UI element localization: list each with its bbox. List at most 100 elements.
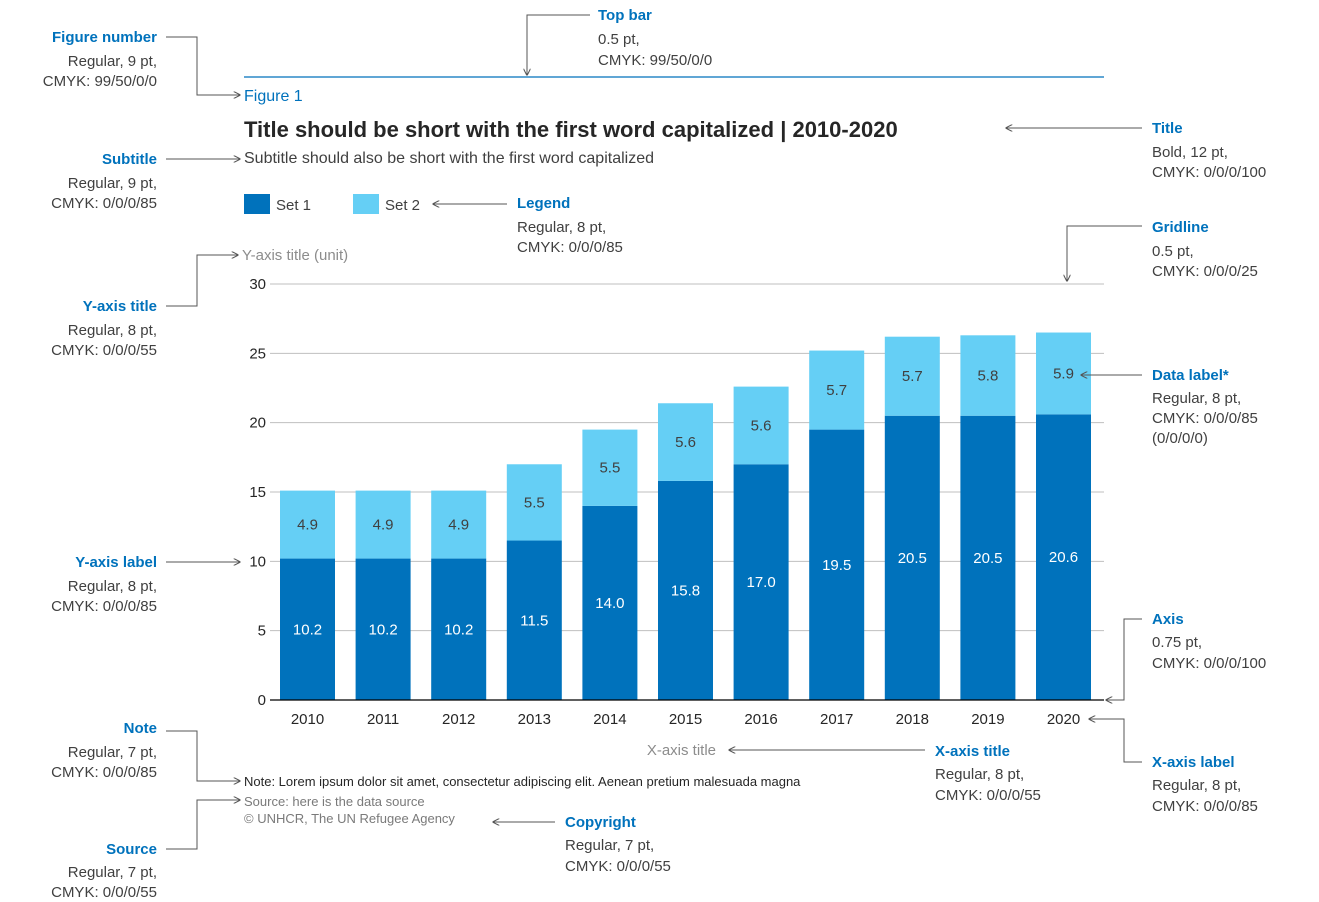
annotation-data-label: Data label* Regular, 8 pt, CMYK: 0/0/0/8…: [1081, 367, 1258, 447]
annotation-line: CMYK: 0/0/0/85: [51, 764, 157, 781]
data-label-set1: 14.0: [595, 595, 624, 612]
data-label-set2: 5.5: [599, 460, 620, 477]
annotation-top-bar: Top bar 0.5 pt, CMYK: 99/50/0/0: [527, 7, 712, 75]
data-label-set2: 5.6: [675, 434, 696, 451]
data-label-set2: 4.9: [448, 517, 469, 534]
bar-set2: [884, 336, 940, 416]
annotation-line: Regular, 7 pt,: [565, 837, 654, 854]
pointer-line: [1089, 719, 1142, 763]
data-label-set2: 5.9: [1053, 365, 1074, 382]
annotation-line: 0.5 pt,: [598, 31, 640, 48]
annotation-line: Regular, 8 pt,: [1152, 777, 1241, 794]
annotation-title: Data label*: [1152, 367, 1229, 384]
annotation-title: Y-axis title: [83, 298, 157, 315]
annotation-line: Regular, 8 pt,: [517, 219, 606, 236]
data-label-set2: 4.9: [297, 517, 318, 534]
bar-set2: [280, 490, 335, 559]
y-tick-label: 30: [249, 276, 266, 293]
data-label-set2: 5.6: [751, 417, 772, 434]
bar-set1: [431, 558, 487, 700]
bar-set2: [733, 386, 789, 465]
annotation-figure-number: Figure number Regular, 9 pt, CMYK: 99/50…: [43, 29, 240, 95]
x-tick-label: 2013: [518, 711, 551, 728]
bar-set1: [884, 415, 940, 700]
x-tick-label: 2018: [896, 711, 929, 728]
y-tick-label: 10: [249, 553, 266, 570]
x-tick-label: 2019: [971, 711, 1004, 728]
bar-set1: [658, 480, 713, 700]
annotation-line: Regular, 7 pt,: [68, 864, 157, 881]
annotation-line: CMYK: 0/0/0/100: [1152, 655, 1266, 672]
annotation-line: Bold, 12 pt,: [1152, 144, 1228, 161]
annotation-copyright: Copyright Regular, 7 pt, CMYK: 0/0/0/55: [493, 814, 671, 875]
data-label-set2: 5.5: [524, 494, 545, 511]
x-tick-label: 2017: [820, 711, 853, 728]
data-label-set2: 5.7: [902, 368, 923, 385]
pointer-line: [166, 800, 240, 850]
data-label-set2: 5.7: [826, 382, 847, 399]
annotation-title: Axis: [1152, 611, 1184, 628]
x-tick-label: 2020: [1047, 711, 1080, 728]
data-label-set1: 20.6: [1049, 549, 1078, 566]
data-label-set1: 10.2: [444, 621, 473, 638]
bar-set1: [1036, 414, 1091, 700]
annotation-line: Regular, 8 pt,: [68, 322, 157, 339]
annotation-line: CMYK: 0/0/0/25: [1152, 263, 1258, 280]
x-axis-title: X-axis title: [647, 742, 716, 759]
x-tick-label: 2010: [291, 711, 324, 728]
annotation-title: Legend: [517, 195, 570, 212]
annotation-gridline: Gridline 0.5 pt, CMYK: 0/0/0/25: [1067, 219, 1258, 281]
annotation-line: CMYK: 0/0/0/85: [1152, 410, 1258, 427]
legend-label-set1: Set 1: [276, 197, 311, 214]
annotation-line: CMYK: 0/0/0/100: [1152, 164, 1266, 181]
bar-set2: [355, 490, 411, 559]
x-tick-label: 2011: [367, 711, 399, 728]
data-label-set2: 5.8: [977, 368, 998, 385]
bar-set2: [658, 403, 713, 481]
annotation-title: Title: [1152, 120, 1183, 137]
pointer-line: [166, 36, 240, 95]
bar-set2: [809, 350, 865, 430]
annotation-line: CMYK: 0/0/0/55: [935, 787, 1041, 804]
annotation-line: Regular, 8 pt,: [935, 766, 1024, 783]
x-tick-label: 2016: [744, 711, 777, 728]
legend: Set 1 Set 2: [244, 194, 420, 214]
x-tick-label: 2014: [593, 711, 626, 728]
data-label-set1: 11.5: [520, 612, 548, 629]
annotation-line: CMYK: 0/0/0/55: [565, 858, 671, 875]
y-tick-label: 15: [249, 484, 266, 501]
annotation-line: CMYK: 99/50/0/0: [598, 52, 712, 69]
chart-title: Title should be short with the first wor…: [244, 117, 898, 142]
annotation-line: CMYK: 0/0/0/85: [517, 239, 623, 256]
pointer-line: [1106, 618, 1142, 700]
data-label-set1: 10.2: [368, 621, 397, 638]
chart-copyright: © UNHCR, The UN Refugee Agency: [244, 811, 455, 826]
legend-label-set2: Set 2: [385, 197, 420, 214]
data-label-set1: 20.5: [898, 550, 927, 567]
annotation-title-spec: Title Bold, 12 pt, CMYK: 0/0/0/100: [1006, 120, 1266, 181]
bar-set2: [582, 429, 638, 506]
data-label-set1: 20.5: [973, 550, 1002, 567]
annotation-title: Y-axis label: [75, 554, 157, 571]
bar-set1: [355, 558, 411, 700]
x-tick-label: 2015: [669, 711, 702, 728]
pointer-line: [166, 255, 238, 307]
annotation-x-axis-title: X-axis title Regular, 8 pt, CMYK: 0/0/0/…: [729, 743, 1041, 804]
bar-set1: [280, 558, 335, 700]
annotation-line: Regular, 9 pt,: [68, 175, 157, 192]
annotation-source: Source Regular, 7 pt, CMYK: 0/0/0/55: [51, 800, 240, 901]
annotation-title: Figure number: [52, 29, 157, 46]
bar-set1: [809, 429, 865, 700]
annotation-line: (0/0/0/0): [1152, 430, 1208, 447]
annotation-line: Regular, 8 pt,: [68, 578, 157, 595]
annotation-line: 0.5 pt,: [1152, 243, 1194, 260]
bar-set1: [733, 464, 789, 700]
data-label-set1: 19.5: [822, 557, 851, 574]
x-tick-label: 2012: [442, 711, 475, 728]
data-label-set1: 10.2: [293, 621, 322, 638]
annotation-x-axis-label: X-axis label Regular, 8 pt, CMYK: 0/0/0/…: [1089, 719, 1258, 815]
annotation-line: Regular, 7 pt,: [68, 744, 157, 761]
annotation-title: Gridline: [1152, 219, 1209, 236]
bar-set2: [506, 464, 562, 541]
